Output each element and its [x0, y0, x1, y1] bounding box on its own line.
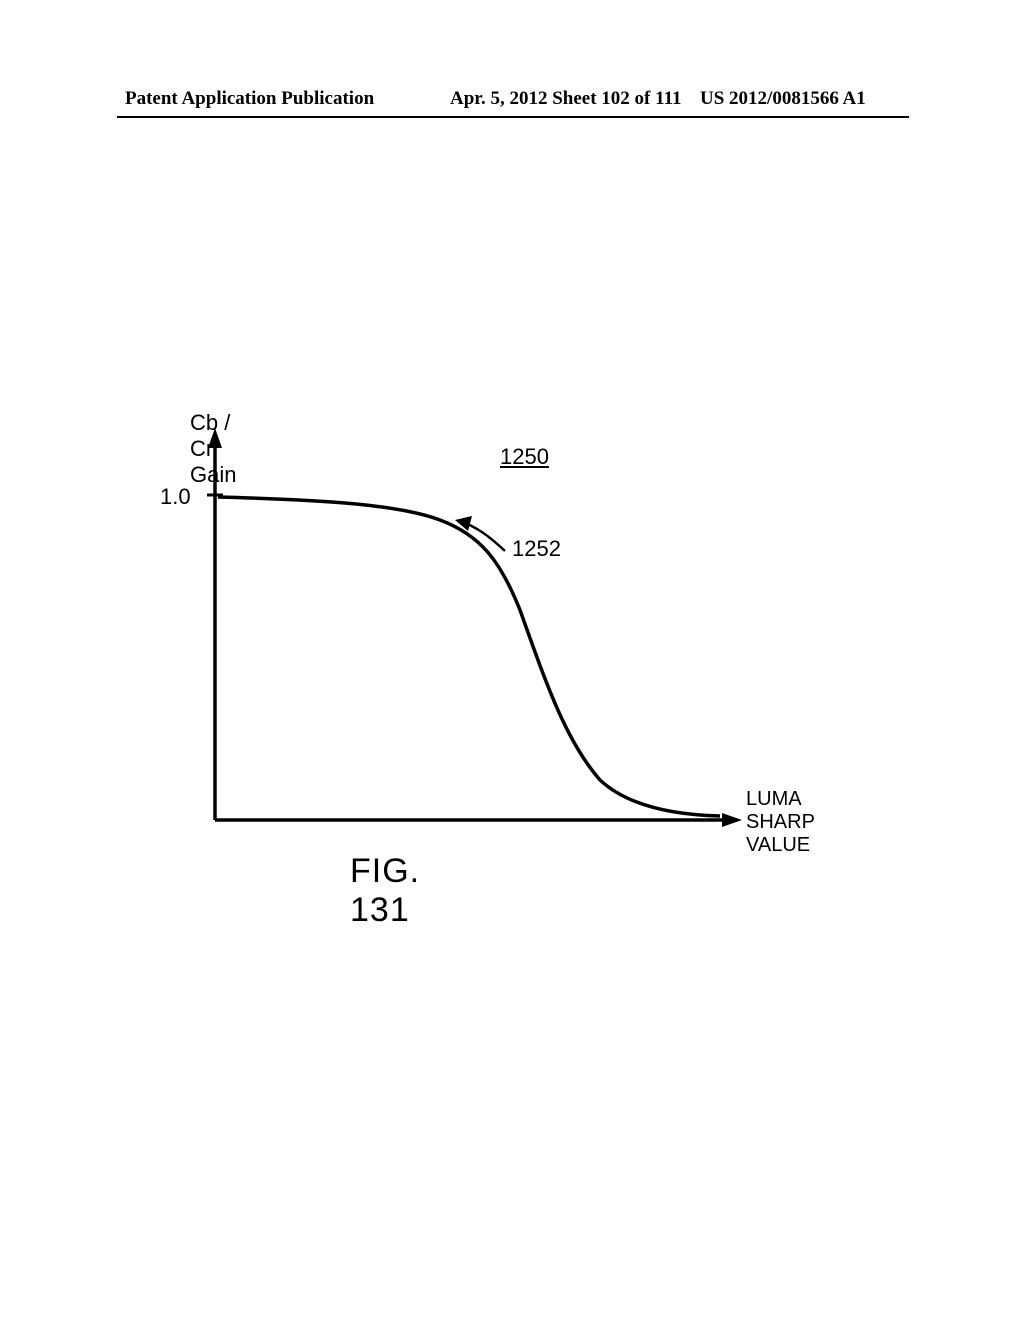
chart-svg [0, 0, 1024, 1320]
x-axis-label-line3: VALUE [746, 834, 815, 857]
reference-number-curve: 1252 [512, 536, 561, 562]
header-date-sheet: Apr. 5, 2012 Sheet 102 of 111 [450, 88, 682, 110]
x-axis-label-line1: LUMA [746, 788, 815, 811]
header-rule [117, 116, 909, 118]
figure-caption: FIG. 131 [350, 852, 420, 930]
gain-curve [218, 497, 720, 816]
x-axis [215, 813, 742, 827]
page: Patent Application Publication Apr. 5, 2… [0, 0, 1024, 1320]
y-axis-label: Cb / Cr Gain [190, 410, 236, 488]
x-axis-label: LUMA SHARP VALUE [746, 788, 815, 857]
header-publication-type: Patent Application Publication [125, 88, 374, 110]
leader-1252 [455, 516, 505, 551]
y-tick-label: 1.0 [160, 484, 191, 510]
x-axis-label-line2: SHARP [746, 811, 815, 834]
header-publication-number: US 2012/0081566 A1 [700, 88, 866, 110]
reference-number-main: 1250 [500, 444, 549, 470]
